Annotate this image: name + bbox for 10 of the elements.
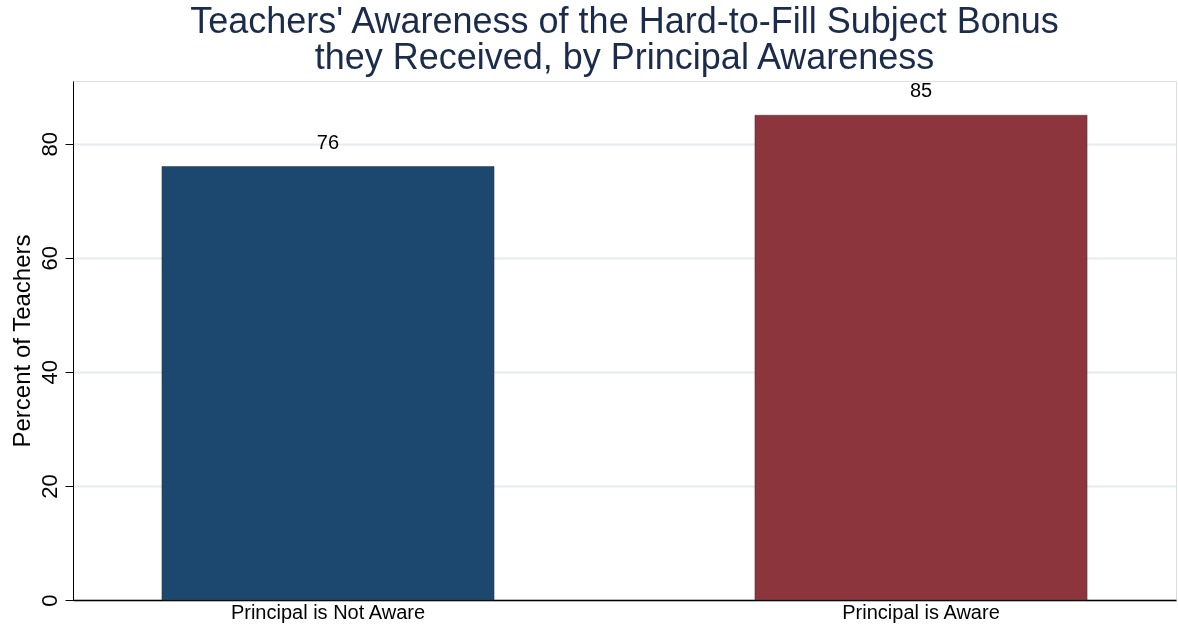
data-label: 85 xyxy=(909,79,933,102)
data-label: 76 xyxy=(316,130,340,153)
x-tick-label: Principal is Aware xyxy=(842,600,1000,623)
y-tick-label: 80 xyxy=(36,131,62,157)
x-tick-label: Principal is Not Aware xyxy=(230,600,426,623)
y-tick-label: 60 xyxy=(36,246,62,271)
y-tick-label: 0 xyxy=(36,594,62,607)
y-tick-label: 40 xyxy=(36,360,62,385)
y-axis-title: Percent of Teachers xyxy=(7,234,35,448)
y-tick-label: 20 xyxy=(36,474,62,499)
